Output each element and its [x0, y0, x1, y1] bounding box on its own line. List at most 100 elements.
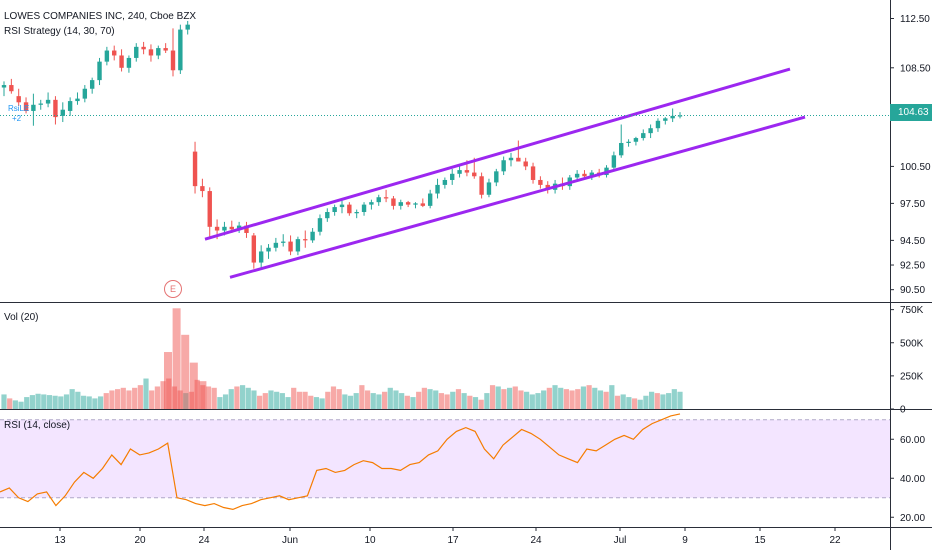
date-tick-label: 24 [530, 535, 542, 546]
candle-body [31, 104, 36, 111]
candle-body [38, 103, 43, 105]
volume-bar [399, 393, 405, 409]
candle-body [472, 172, 477, 177]
volume-bar [677, 391, 683, 409]
candle-body [508, 157, 514, 161]
candle-body [104, 50, 110, 62]
volume-bar [637, 399, 643, 409]
volume-bar [416, 391, 422, 409]
volume-bar [97, 396, 104, 409]
candle-body [516, 157, 521, 162]
volume-bar [69, 389, 75, 409]
volume-bar [575, 389, 581, 409]
volume-bar [239, 385, 246, 409]
price-tick-label: 112.50 [900, 14, 930, 25]
volume-bar [126, 390, 132, 409]
volume-bar [410, 397, 416, 409]
rsi-line [0, 413, 681, 511]
candle-body [170, 50, 176, 71]
volume-bar [115, 389, 121, 409]
volume-bar [484, 393, 490, 409]
volume-bar [501, 389, 507, 409]
candle-body [185, 24, 190, 30]
volume-bar [427, 389, 433, 409]
candle-body [325, 212, 330, 219]
volume-bar [603, 391, 609, 409]
volume-bar [274, 391, 280, 409]
volume-bar [86, 396, 92, 409]
candle-body [141, 46, 146, 50]
volume-bar [353, 393, 359, 409]
volume-bar [660, 394, 666, 409]
candle-body [303, 239, 308, 241]
volume-bar [75, 391, 81, 409]
candle-body [530, 166, 536, 180]
candle-body [89, 80, 95, 89]
volume-bar [455, 389, 462, 409]
candle-body [75, 98, 80, 102]
volume-bar [467, 395, 473, 409]
candle-body [200, 186, 205, 192]
volume-bar [164, 352, 172, 409]
volume-bar [558, 387, 564, 409]
candle-body [148, 49, 154, 56]
volume-bar [172, 308, 181, 409]
volume-bar [614, 395, 621, 409]
volume-bar [189, 362, 198, 409]
candle-body [317, 218, 323, 232]
volume-bar [228, 389, 234, 409]
volume-bar [393, 390, 399, 409]
volume-bar [285, 397, 291, 409]
volume-bar [597, 390, 604, 409]
rsi-tick-label: 60.00 [900, 435, 925, 446]
rsi-tick-label: 20.00 [900, 513, 925, 524]
volume-bar [58, 396, 64, 409]
price-tick-label: 97.50 [900, 199, 925, 210]
date-tick-label: Jul [614, 535, 627, 546]
volume-tick-label: 250K [900, 371, 924, 382]
candle-body [53, 99, 58, 118]
volume-bar [529, 394, 535, 409]
candle-body [383, 197, 389, 199]
candle-body [538, 179, 543, 185]
price-tick-label: 108.50 [900, 63, 931, 74]
candle-body [23, 102, 29, 111]
volume-bar [450, 391, 456, 409]
volume-bar [643, 395, 649, 409]
volume-bar [80, 395, 87, 409]
volume-bar [347, 395, 354, 409]
candle-body [251, 235, 257, 263]
candle-body [369, 202, 374, 205]
volume-bar [330, 386, 337, 409]
earnings-marker-icon[interactable]: E [164, 280, 182, 298]
volume-bar [302, 391, 308, 409]
date-tick-label: 13 [54, 535, 66, 546]
volume-bar [319, 398, 325, 409]
candle-body [376, 197, 381, 203]
volume-bar [648, 391, 655, 409]
candle-body [391, 198, 396, 206]
volume-bar [313, 397, 320, 409]
volume-bar [506, 387, 513, 409]
candle-body [192, 151, 198, 187]
volume-bar [569, 390, 575, 409]
volume-bar [41, 394, 47, 409]
candle-body [60, 109, 65, 116]
candle-body [244, 225, 249, 233]
candle-body [405, 202, 411, 205]
candle-body [339, 204, 345, 208]
candle-body [207, 191, 212, 227]
volume-bar [211, 387, 217, 409]
volume-bar [478, 399, 484, 409]
chart-title: LOWES COMPANIES INC, 240, Cboe BZX [4, 11, 197, 22]
volume-tick-label: 500K [900, 338, 924, 349]
date-tick-label: 22 [829, 535, 841, 546]
rsi-legend: RSI (14, close) [4, 420, 71, 431]
volume-bar [234, 386, 240, 409]
volume-bar [421, 387, 427, 409]
candle-body [82, 88, 88, 99]
candle-body [258, 251, 264, 263]
date-tick-label: 20 [134, 535, 146, 546]
volume-bar [444, 394, 450, 409]
